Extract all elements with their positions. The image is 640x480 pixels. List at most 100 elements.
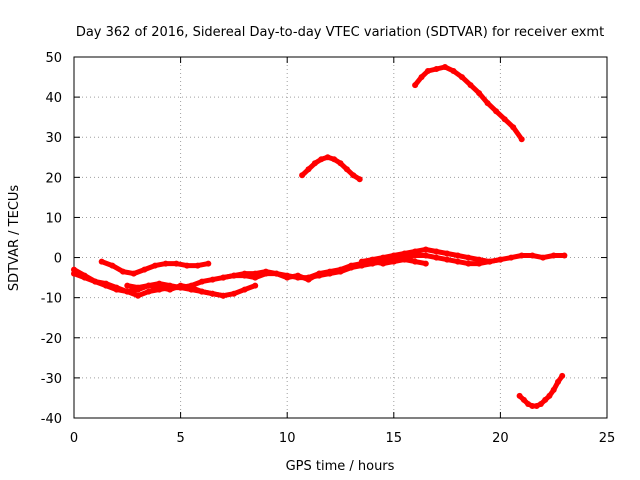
- data-point: [508, 254, 515, 261]
- y-tick-label: -40: [41, 412, 62, 427]
- data-point: [113, 286, 120, 293]
- data-point: [412, 248, 419, 255]
- data-point: [442, 64, 448, 70]
- y-tick-label: 30: [45, 131, 62, 146]
- data-point: [209, 276, 216, 283]
- data-point: [501, 116, 508, 123]
- data-point: [424, 68, 431, 74]
- series-track-8: [299, 154, 363, 183]
- data-point: [230, 290, 237, 297]
- data-point: [109, 262, 116, 269]
- data-point: [518, 252, 525, 259]
- data-point: [459, 74, 465, 81]
- data-point: [454, 252, 461, 259]
- data-point: [324, 154, 331, 161]
- x-tick-label: 0: [70, 431, 78, 446]
- y-tick-label: -30: [41, 372, 62, 387]
- data-point: [124, 282, 131, 289]
- data-point: [550, 252, 557, 259]
- data-point: [198, 278, 205, 285]
- data-point: [422, 252, 429, 259]
- data-point: [305, 274, 312, 281]
- x-tick-label: 25: [599, 431, 616, 446]
- data-point: [241, 286, 248, 293]
- data-point: [486, 258, 493, 265]
- data-point: [546, 392, 553, 399]
- data-point: [103, 282, 109, 289]
- data-point: [145, 288, 152, 295]
- axis-ticks: 0 5 10 15 20 25 -40 -30 -20 -10 0 10 20 30 40 50: [41, 51, 616, 446]
- data-point: [318, 156, 325, 163]
- data-point: [311, 160, 318, 167]
- data-point: [484, 100, 491, 107]
- y-tick-label: 10: [45, 211, 62, 226]
- data-point: [299, 172, 306, 179]
- data-point: [343, 166, 350, 173]
- data-point: [220, 292, 227, 299]
- data-point: [444, 250, 451, 257]
- data-point: [209, 290, 216, 297]
- data-point: [220, 274, 227, 281]
- data-point: [152, 262, 158, 269]
- grid: [74, 57, 607, 418]
- data-point: [350, 172, 357, 179]
- data-point: [305, 166, 312, 173]
- data-point: [529, 403, 536, 409]
- y-axis-title: SDTVAR / TECUs: [7, 185, 22, 292]
- data-point: [184, 262, 190, 269]
- data-point: [412, 258, 419, 265]
- data-point: [433, 66, 440, 72]
- data-point: [537, 401, 544, 407]
- data-point: [401, 250, 408, 257]
- data-point: [433, 248, 440, 255]
- data-point: [516, 392, 523, 399]
- y-tick-label: -10: [41, 292, 62, 307]
- data-point: [141, 266, 148, 273]
- data-point: [145, 282, 152, 289]
- data-point: [81, 274, 88, 281]
- data-point: [356, 176, 363, 183]
- data-point: [529, 252, 536, 259]
- data-point: [273, 270, 280, 277]
- data-point: [130, 270, 137, 277]
- y-tick-label: -20: [41, 332, 62, 347]
- x-tick-label: 5: [176, 431, 184, 446]
- series-line: [299, 154, 363, 182]
- series-track-10: [516, 372, 566, 409]
- data-point: [173, 260, 180, 267]
- y-tick-label: 40: [45, 91, 62, 106]
- data-point: [476, 90, 483, 97]
- chart-title: Day 362 of 2016, Sidereal Day-to-day VTE…: [76, 25, 604, 40]
- data-point: [493, 108, 500, 115]
- data-point: [358, 258, 365, 265]
- data-point: [98, 258, 105, 265]
- data-point: [252, 282, 259, 289]
- y-tick-label: 0: [54, 252, 62, 267]
- data-point: [540, 254, 546, 261]
- data-point: [135, 292, 141, 299]
- series-track-7: [358, 246, 504, 265]
- data-point: [476, 256, 483, 263]
- data-point: [71, 270, 77, 277]
- data-point: [337, 160, 344, 167]
- data-point: [166, 282, 173, 289]
- data-point: [252, 270, 259, 277]
- data-point: [162, 260, 169, 267]
- data-point: [412, 82, 419, 89]
- data-point: [433, 254, 440, 261]
- data-point: [369, 256, 376, 263]
- data-point: [518, 136, 525, 143]
- series-line: [412, 64, 525, 142]
- data-point: [497, 256, 504, 263]
- x-axis-title: GPS time / hours: [286, 459, 395, 474]
- data-point: [542, 396, 549, 403]
- data-point: [92, 278, 99, 285]
- data-point: [241, 270, 248, 277]
- data-point: [561, 252, 568, 259]
- x-tick-label: 10: [279, 431, 296, 446]
- data-point: [520, 396, 527, 403]
- data-point: [337, 268, 344, 275]
- data-point: [418, 74, 425, 81]
- data-point: [124, 288, 131, 295]
